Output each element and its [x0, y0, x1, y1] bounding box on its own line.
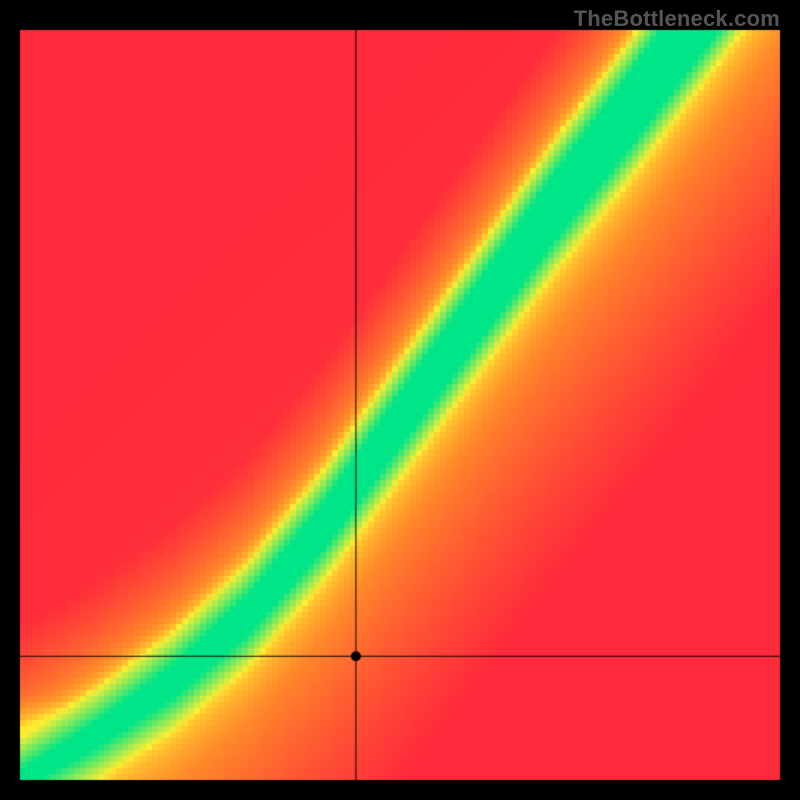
chart-container: TheBottleneck.com [0, 0, 800, 800]
heatmap-canvas [0, 0, 800, 800]
attribution-label: TheBottleneck.com [574, 6, 780, 32]
